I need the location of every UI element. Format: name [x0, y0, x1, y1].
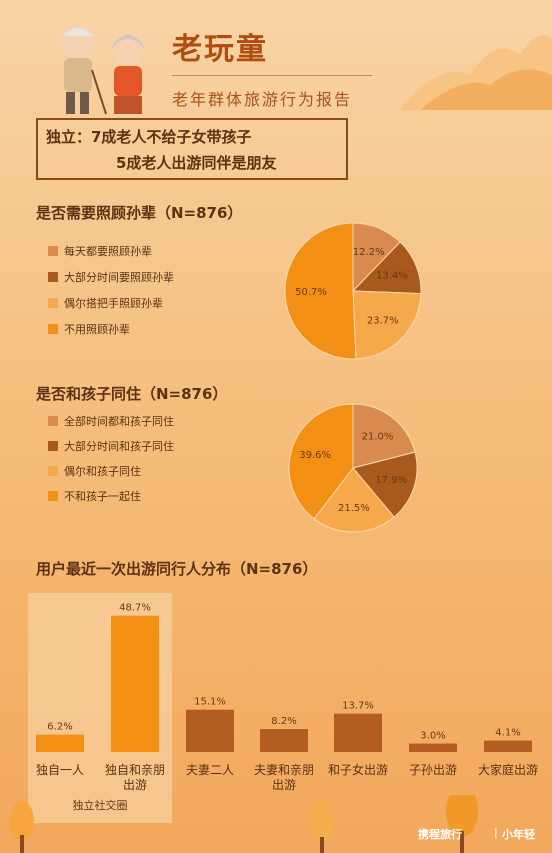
bar-value-label: 13.7%: [342, 701, 374, 712]
bar: [260, 729, 308, 752]
pie-slice-label: 13.4%: [376, 270, 408, 281]
section-title-travel-companions: 用户最近一次出游同行人分布（N=876）: [36, 560, 318, 578]
pie-chart-care-grandchildren: 12.2% 13.4% 23.7% 50.7%: [284, 222, 422, 360]
legend-item: 每天都要照顾孙辈: [48, 242, 152, 260]
legend-swatch: [48, 272, 58, 282]
header-subtitle: 老年群体旅游行为报告: [172, 90, 353, 109]
pie-slice-label: 17.9%: [375, 475, 407, 486]
bar-category-label: 大家庭出游: [478, 762, 538, 777]
legend-label: 大部分时间和孩子同住: [64, 440, 174, 453]
legend-label: 偶尔搭把手照顾孙辈: [64, 297, 163, 310]
bar-value-label: 3.0%: [420, 731, 445, 742]
bar: [186, 709, 234, 752]
bar-category-label: 独自和亲朋: [105, 763, 165, 777]
independent-social-group-label: 独立社交圈: [72, 799, 128, 812]
pie-slice: [351, 241, 422, 295]
legend-label: 全部时间都和孩子同住: [64, 415, 174, 428]
bar-category-label: 独自一人: [36, 763, 84, 777]
tree-decoration: [10, 795, 478, 853]
bar-value-label: 8.2%: [271, 716, 296, 727]
legend-swatch: [48, 298, 58, 308]
legend-item: 偶尔和孩子同住: [48, 462, 141, 480]
elderly-couple-illustration: [61, 25, 145, 115]
bar: [334, 713, 382, 752]
pie-slice-label: 39.6%: [299, 450, 331, 461]
legend-swatch: [48, 416, 58, 426]
legend-item: 全部时间都和孩子同住: [48, 412, 174, 430]
key-finding-box: 独立：7成老人不给子女带孩子 5成老人出游同伴是朋友: [36, 118, 348, 180]
pie-slice: [352, 451, 418, 518]
legend-swatch: [48, 466, 58, 476]
legend-item: 偶尔搭把手照顾孙辈: [48, 294, 163, 312]
pie-slice: [352, 290, 422, 360]
key-finding-line-2: 5成老人出游同伴是朋友: [116, 154, 277, 172]
legend-label: 每天都要照顾孙辈: [64, 245, 152, 258]
bar: [484, 740, 532, 752]
legend-item: 大部分时间和孩子同住: [48, 437, 174, 455]
footer-sub-brand: 小年轻: [502, 828, 535, 841]
bar: [111, 615, 159, 752]
pie-slice-label: 21.0%: [362, 431, 394, 442]
pie-slice: [352, 403, 416, 469]
pie-slice: [313, 467, 395, 533]
section-title-care-grandchildren: 是否需要照顾孙辈（N=876）: [36, 204, 243, 222]
bar-value-label: 48.7%: [119, 603, 151, 614]
legend-item: 大部分时间要照顾孙辈: [48, 268, 174, 286]
legend-swatch: [48, 491, 58, 501]
bar-category-label: 出游: [123, 778, 147, 792]
legend-label: 大部分时间要照顾孙辈: [64, 271, 174, 284]
bar-value-label: 6.2%: [47, 722, 72, 733]
bar: [409, 743, 457, 752]
pie-slice-label: 50.7%: [295, 287, 327, 298]
bar-value-label: 4.1%: [495, 728, 520, 739]
section-title-live-with-children: 是否和孩子同住（N=876）: [36, 385, 228, 403]
header-divider: [172, 75, 372, 76]
pie-slice: [288, 403, 354, 520]
bar-chart-travel-companions: 6.2%独自一人48.7%独自和亲朋出游15.1%夫妻二人8.2%夫妻和亲朋出游…: [36, 603, 538, 792]
header-title: 老玩童: [172, 32, 268, 67]
legend-swatch: [48, 324, 58, 334]
legend-label: 不用照顾孙辈: [64, 323, 130, 336]
pie-slice: [284, 222, 357, 360]
legend-item: 不用照顾孙辈: [48, 320, 130, 338]
bar-category-label: 夫妻二人: [186, 763, 234, 777]
bar-value-label: 15.1%: [194, 697, 226, 708]
legend-swatch: [48, 246, 58, 256]
pie-slice-label: 21.5%: [338, 503, 370, 514]
footer-separator: |: [494, 826, 498, 839]
bar: [36, 734, 84, 752]
legend-label: 不和孩子一起住: [64, 490, 141, 503]
bar-category-label: 和子女出游: [328, 762, 388, 777]
pie-slice-label: 23.7%: [367, 316, 399, 327]
legend-swatch: [48, 441, 58, 451]
footer-brand: 携程旅行: [418, 828, 462, 841]
pie-chart-live-with-children: 21.0% 17.9% 21.5% 39.6%: [288, 403, 418, 533]
legend-item: 不和孩子一起住: [48, 487, 141, 505]
bar-category-label: 子孙出游: [409, 763, 457, 777]
legend-label: 偶尔和孩子同住: [64, 465, 141, 478]
key-finding-line-1: 独立：7成老人不给子女带孩子: [46, 128, 252, 146]
bar-category-label: 出游: [272, 778, 296, 792]
bar-category-label: 夫妻和亲朋: [254, 763, 314, 777]
mountain-decoration: [400, 35, 552, 110]
pie-slice-label: 12.2%: [353, 247, 385, 258]
